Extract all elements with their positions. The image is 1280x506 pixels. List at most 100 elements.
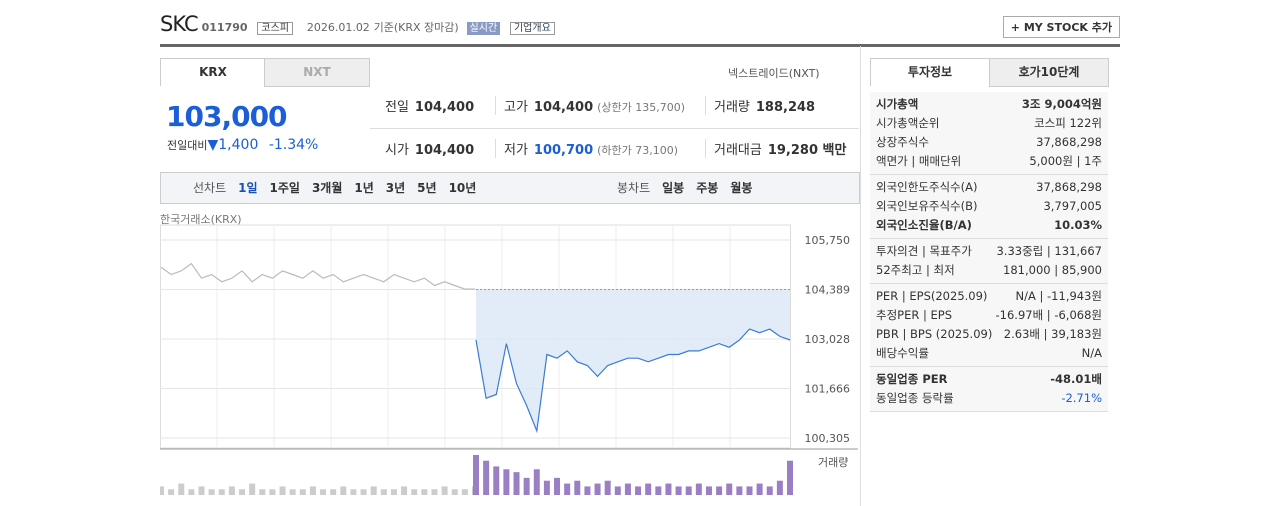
volume-bar bbox=[736, 486, 743, 495]
my-stock-label: MY STOCK 추가 bbox=[1023, 21, 1112, 34]
volume-bar bbox=[431, 489, 438, 495]
summary-value: 100,700 bbox=[533, 143, 594, 158]
period-bar: 선차트 1일 1주일 3개월 1년 3년 5년 10년 봉차트 일봉 주봉 월봉 bbox=[160, 172, 860, 204]
volume-bar bbox=[675, 486, 682, 495]
volume-bar bbox=[554, 477, 561, 495]
change-label: 전일대비 bbox=[167, 139, 208, 152]
date: 2026.01.02 bbox=[306, 21, 370, 34]
volume-bar bbox=[239, 489, 246, 495]
summary-value: 19,280 백만 bbox=[767, 143, 847, 158]
period[interactable]: 10년 bbox=[448, 181, 477, 195]
volume-bar bbox=[776, 480, 783, 495]
volume-bar bbox=[594, 483, 601, 495]
volume-bar bbox=[604, 480, 611, 495]
info-row: 동일업종 PER -48.01배 bbox=[870, 370, 1108, 389]
chart-source: 한국거래소(KRX) bbox=[160, 213, 242, 226]
summary-value: 188,248 bbox=[755, 100, 816, 115]
volume-bar bbox=[756, 483, 763, 495]
change: 1,400 bbox=[218, 137, 259, 153]
summary-value: 104,400 bbox=[533, 100, 594, 115]
volume-bar bbox=[380, 489, 387, 495]
volume-bar bbox=[259, 489, 266, 495]
summary: 전일 104,400 고가 104,400 (상한가 135,700) 거래량 188,24… bbox=[385, 90, 859, 170]
plot-frame bbox=[160, 224, 791, 449]
price-line bbox=[475, 328, 791, 434]
volume-bar bbox=[473, 455, 479, 495]
volume-bar bbox=[451, 489, 458, 495]
volume-bar bbox=[198, 486, 205, 495]
nxt-link[interactable]: 넥스트레이드(NXT) bbox=[728, 67, 820, 80]
volume-bar bbox=[716, 486, 723, 495]
info-value: 5,000원 | 1주 bbox=[1029, 154, 1102, 168]
my-stock-button[interactable]: + MY STOCK 추가 bbox=[1002, 16, 1120, 38]
volume-bar bbox=[269, 489, 276, 495]
tab-nxt[interactable]: NXT bbox=[264, 58, 370, 87]
volume-bar bbox=[726, 483, 733, 495]
volume-bar bbox=[421, 489, 428, 495]
info-value: -16.97배 | -6,068원 bbox=[995, 308, 1103, 322]
info-group: PER | EPS(2025.09) N/A | -11,943원 추정PER | … bbox=[870, 284, 1108, 367]
volume-bar bbox=[299, 489, 306, 495]
volume-bar bbox=[461, 489, 468, 495]
volume-bar bbox=[574, 480, 581, 495]
volume-bar bbox=[279, 486, 286, 495]
period[interactable]: 일봉 bbox=[662, 181, 685, 195]
y-tick-label: 105,750 bbox=[805, 234, 851, 247]
info-value: N/A bbox=[1081, 346, 1102, 360]
volume-bar bbox=[503, 469, 510, 495]
y-tick-label: 104,389 bbox=[805, 283, 851, 296]
info-value: 10.03% bbox=[1054, 218, 1102, 232]
company-info[interactable]: 기업개요 bbox=[509, 22, 555, 35]
volume-bar bbox=[340, 486, 347, 495]
period[interactable]: 주봉 bbox=[696, 181, 719, 195]
summary-item: 거래량 188,248 bbox=[705, 96, 815, 115]
side-tab[interactable]: 투자정보 bbox=[870, 58, 990, 86]
period[interactable]: 1년 bbox=[354, 181, 374, 195]
info-value: 3,797,005 bbox=[1043, 199, 1102, 213]
summary-label: 전일 bbox=[385, 100, 409, 115]
volume-bar bbox=[188, 489, 195, 495]
info-row: 52주최고 | 최저 181,000 | 85,900 bbox=[870, 261, 1108, 280]
side-tab[interactable]: 호가10단계 bbox=[989, 58, 1109, 87]
volume-bar bbox=[289, 489, 296, 495]
volume-bar bbox=[533, 469, 540, 495]
volume-bar bbox=[787, 460, 793, 495]
period[interactable]: 5년 bbox=[417, 181, 437, 195]
volume-bar bbox=[493, 466, 500, 495]
info-value: -48.01배 bbox=[1050, 372, 1102, 386]
info-label: 배당수익률 bbox=[876, 346, 929, 360]
info-value: N/A | -11,943원 bbox=[1015, 289, 1103, 303]
info-row: 외국인소진율(B/A) 10.03% bbox=[870, 216, 1108, 235]
period[interactable]: 3년 bbox=[385, 181, 406, 195]
volume-bar bbox=[330, 489, 337, 495]
current-price: 103,000 bbox=[166, 100, 288, 133]
volume-bar bbox=[370, 486, 377, 495]
volume-bar bbox=[208, 489, 215, 495]
info-label: PBR | BPS (2025.09) bbox=[876, 327, 993, 341]
summary-label: 거래대금 bbox=[714, 143, 762, 158]
info-label: 시가총액순위 bbox=[876, 116, 940, 130]
info-group: 동일업종 PER -48.01배 동일업종 등락률 -2.71% bbox=[870, 367, 1108, 412]
volume-bar bbox=[309, 486, 316, 495]
basis: 기준(KRX 장마감) bbox=[373, 21, 459, 34]
volume-bar bbox=[513, 472, 520, 495]
volume-bar bbox=[401, 486, 408, 495]
tab-krx[interactable]: KRX bbox=[160, 58, 266, 86]
info-value: 2.63배 | 39,183원 bbox=[1003, 327, 1102, 341]
period[interactable]: 월봉 bbox=[730, 181, 753, 195]
info-row: 액면가 | 매매단위 5,000원 | 1주 bbox=[870, 152, 1108, 171]
info-row: 배당수익률 N/A bbox=[870, 344, 1108, 363]
summary-value: 104,400 bbox=[414, 143, 475, 158]
realtime[interactable]: 실시간 bbox=[466, 22, 501, 35]
period[interactable]: 1주일 bbox=[269, 181, 300, 195]
stock-code: 011790 bbox=[201, 21, 248, 34]
period[interactable]: 3개월 bbox=[311, 181, 343, 195]
info-row: 외국인보유주식수(B) 3,797,005 bbox=[870, 197, 1108, 216]
stock-name: SKC bbox=[160, 12, 199, 36]
summary-item: 거래대금 19,280 백만 bbox=[705, 139, 846, 158]
info-row: PBR | BPS (2025.09) 2.63배 | 39,183원 bbox=[870, 325, 1108, 344]
period[interactable]: 1일 bbox=[238, 181, 258, 195]
volume-bar bbox=[249, 483, 256, 495]
info-label: 외국인소진율(B/A) bbox=[876, 218, 972, 232]
